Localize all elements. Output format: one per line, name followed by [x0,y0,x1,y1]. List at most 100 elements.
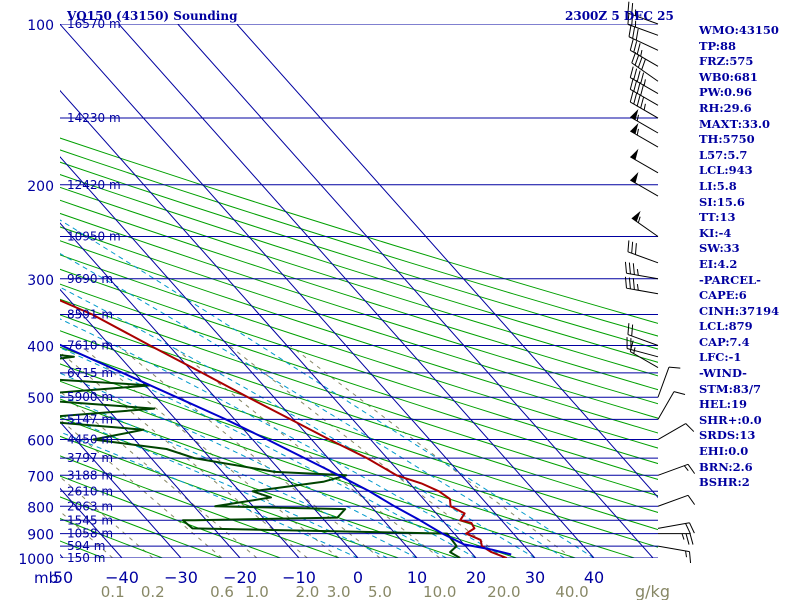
wind-barb [627,323,659,346]
index-item: -PARCEL- [699,272,761,287]
isotherm-line [60,421,182,558]
pressure-label: 700 [27,469,54,485]
index-item: MAXT:33.0 [699,116,770,131]
mixing-ratio-tick-label: 1.0 [245,583,269,600]
index-item: EHI:0.0 [699,444,749,459]
mixing-ratio-tick-label: 0.6 [210,583,234,600]
height-label: 6715 m [67,366,113,380]
height-label: 2610 m [67,484,113,498]
wind-barb [624,276,659,295]
wind-barb [630,148,659,174]
temperature-tick-label: 40 [584,568,604,587]
height-label: 3797 m [67,451,113,465]
wind-barb [627,240,659,264]
height-label: 5900 m [67,390,113,404]
index-item: STM:83/7 [699,381,762,396]
pressure-label: 400 [27,340,54,356]
wind-barb [630,109,659,134]
index-item: SHR+:0.0 [699,412,762,427]
temperature-tick-label: 10 [407,568,427,587]
height-label: 16570 m [67,17,121,31]
index-item: LCL:879 [699,319,753,334]
temperature-tick-label: −10 [282,568,316,587]
height-label: 10950 m [67,229,121,243]
station-title: VQ150 (43150) Sounding [67,9,238,23]
parcel-profile [60,343,512,556]
pressure-label: 800 [27,500,54,516]
index-item: TH:5750 [699,132,755,147]
wind-barb [657,522,695,535]
wind-barb [657,423,695,440]
index-item: CINH:37194 [699,303,780,318]
stability-index-panel: WMO:43150 TP:88 FRZ:575 WB0:681 PW:0.96 RH:29… [699,23,799,491]
index-item: SRDS:13 [699,428,756,443]
pressure-label: 300 [27,273,54,289]
temperature-profile [60,299,508,558]
wind-barb [631,210,659,237]
isotherm-line [118,24,595,558]
wind-barbs [624,1,696,564]
wind-barb [658,533,694,545]
mixing-ratio-tick-label: 0.2 [141,583,165,600]
isotherm-line [60,355,241,558]
index-item: PW:0.96 [699,85,753,100]
index-item: SW:33 [699,241,740,256]
index-item: L57:5.7 [699,147,748,162]
isotherm-line [177,24,654,558]
wind-barb [629,66,659,95]
dewpoint-profile [60,354,461,558]
wind-barb [657,545,692,564]
height-label: 594 m [67,539,105,553]
index-item: WMO:43150 [699,23,779,37]
wind-barb [630,123,659,148]
wind-barb [627,12,659,36]
index-item: BRN:2.6 [699,459,753,474]
pressure-unit-label: mb [34,569,58,587]
height-label: 5147 m [67,412,113,426]
mixing-ratio-tick-label: 0.1 [101,583,125,600]
height-label: 4450 m [67,433,113,447]
isobars [60,24,658,558]
index-item: WB0:681 [699,69,758,84]
isotherms [60,24,658,558]
index-item: TT:13 [699,210,736,225]
height-label: 14230 m [67,111,121,125]
moist-adiabat-line [60,318,506,558]
wind-barb [631,51,659,82]
index-item: EI:4.2 [699,256,738,271]
temperature-tick-label: 50 [53,568,73,587]
sounding-profiles [60,299,512,558]
index-item: FRZ:575 [699,54,754,69]
index-item: KI:-4 [699,225,732,240]
wind-barb [657,463,696,476]
pressure-label: 600 [27,434,54,450]
height-label: 1058 m [67,527,113,541]
wind-barb [629,78,659,106]
temperature-tick-label: 30 [525,568,545,587]
wind-barb [629,340,659,369]
valid-time: 2300Z 5 DEC 25 [565,9,674,23]
pressure-label: 1000 [18,552,54,568]
moist-adiabat-line [60,431,359,558]
isotherm-line [60,288,300,558]
temperature-tick-label: −20 [223,568,257,587]
index-item: BSHR:2 [699,475,750,490]
height-label: 1545 m [67,513,113,527]
mixing-ratio-tick-label: 2.0 [295,583,319,600]
index-item: LFC:-1 [699,350,742,365]
isotherm-line [60,24,536,558]
moist-adiabat-line [60,286,536,558]
wind-barb [657,366,681,398]
temperature-tick-label: 20 [466,568,486,587]
wind-barb [624,261,659,280]
mixing-ratio-tick-label: 40.0 [555,583,588,600]
height-label: 3188 m [67,468,113,482]
mixing-ratio-unit-label: g/kg [635,582,670,600]
temperature-tick-label: 0 [353,568,363,587]
isotherm-line [236,24,658,499]
isotherm-line [60,156,418,558]
temperature-tick-label: −30 [164,568,198,587]
height-label: 2063 m [67,499,113,513]
wind-barb [629,39,659,67]
